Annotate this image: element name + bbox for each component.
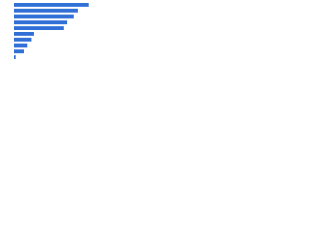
bar (14, 26, 64, 31)
bar (14, 43, 28, 48)
page: (() => { const data = JSON.parse(documen… (0, 0, 320, 71)
bar (14, 37, 32, 42)
bar (14, 2, 89, 7)
bar (14, 20, 68, 25)
chart (14, 2, 89, 60)
bar (14, 8, 78, 13)
bar (14, 49, 24, 54)
bar (14, 31, 34, 36)
bar (14, 14, 74, 19)
bar (14, 55, 16, 60)
